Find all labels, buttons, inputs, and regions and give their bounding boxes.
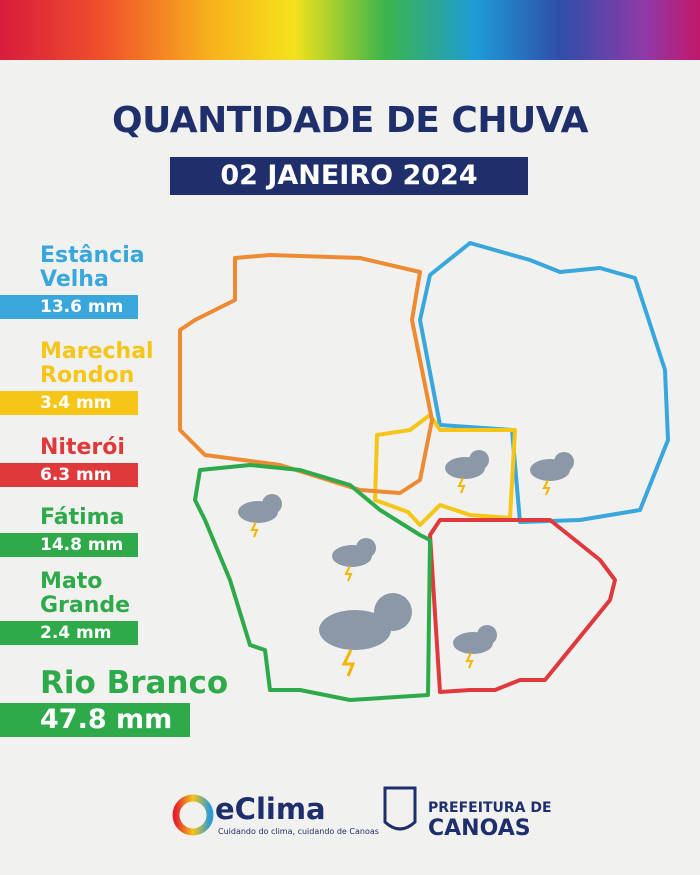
- region-name: Rio Branco: [40, 665, 229, 701]
- region-value: 14.8 mm: [0, 533, 138, 557]
- title: QUANTIDADE DE CHUVA: [112, 100, 589, 141]
- region-value: 13.6 mm: [0, 295, 138, 319]
- weather-icons: [238, 450, 574, 677]
- eclima-logo: [172, 794, 214, 836]
- region-label: Niterói 6.3 mm: [0, 436, 138, 487]
- region-label: Rio Branco 47.8 mm: [0, 666, 240, 737]
- city-label: PREFEITURA DE: [428, 800, 552, 816]
- region-outline: [428, 518, 617, 694]
- region-name: Fátima: [40, 505, 125, 530]
- brand: eClima: [215, 792, 326, 826]
- region-name: Estância Velha: [40, 243, 145, 292]
- tagline: Cuidando do clima, cuidando de Canoas: [218, 827, 379, 836]
- region-label: Fátima 14.8 mm: [0, 506, 138, 557]
- region-name: Marechal Rondon: [40, 339, 154, 388]
- date: 02 JANEIRO 2024: [170, 157, 528, 195]
- region-value: 6.3 mm: [0, 463, 138, 487]
- region-label: Mato Grande 2.4 mm: [0, 570, 138, 645]
- region-name: Mato Grande: [40, 569, 131, 618]
- region-value: 47.8 mm: [0, 703, 190, 737]
- region-name: Niterói: [40, 435, 125, 460]
- region-label: Marechal Rondon 3.4 mm: [0, 340, 154, 415]
- region-outline: [178, 253, 434, 495]
- canoas-crest: [383, 786, 417, 831]
- region-value: 3.4 mm: [0, 391, 138, 415]
- region-label: Estância Velha 13.6 mm: [0, 244, 145, 319]
- rainbow-banner: [0, 0, 700, 60]
- region-value: 2.4 mm: [0, 621, 138, 645]
- region-outline: [193, 463, 432, 702]
- region-outline: [418, 241, 670, 524]
- region-outline: [373, 413, 517, 527]
- city-name: CANOAS: [428, 816, 531, 841]
